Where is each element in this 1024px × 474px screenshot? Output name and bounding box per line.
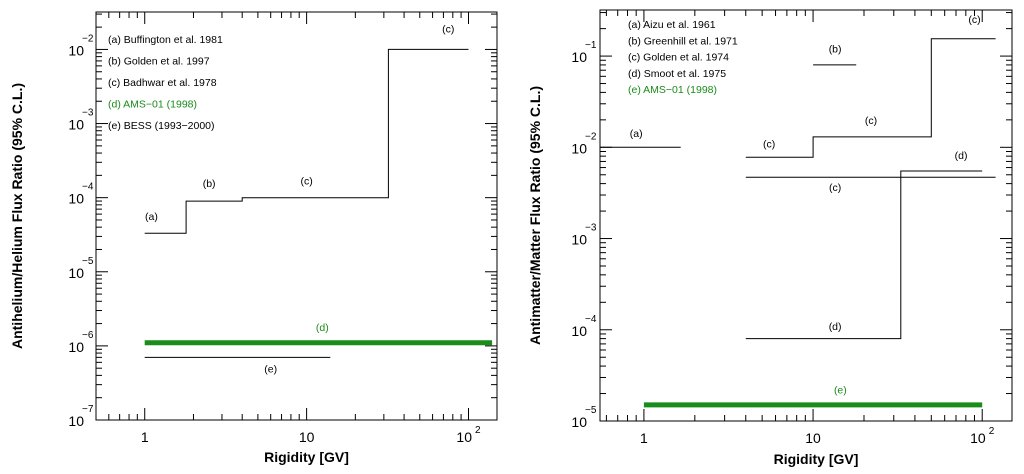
legend-entry: (a) Buffington et al. 1981	[108, 34, 223, 46]
y-tick-exponent: −1	[585, 40, 597, 51]
series-annotation: (c)	[442, 23, 454, 35]
series-annotation: (c)	[829, 182, 841, 194]
plot-frame	[95, 11, 498, 421]
legend-entry: (d) AMS−01 (1998)	[108, 99, 197, 111]
legend-entry: (d) Smoot et al. 1975	[628, 68, 726, 80]
y-tick-exponent: −6	[82, 330, 94, 341]
x-axis-title: Rigidity [GV]	[264, 449, 349, 465]
series-annotation: (b)	[829, 43, 842, 55]
series-line-c	[745, 38, 996, 158]
series-annotation: (e)	[264, 363, 277, 375]
legend-entry: (c) Badhwar et al. 1978	[108, 77, 217, 89]
series-annotation: (c)	[300, 176, 312, 188]
series-annotation: (d)	[316, 322, 329, 334]
x-tick-label: 10 2	[456, 425, 481, 445]
series-annotation: (e)	[834, 385, 847, 397]
x-tick-label: 1	[640, 430, 648, 446]
series-annotation: (c)	[865, 115, 877, 127]
y-tick-label: 10	[571, 49, 587, 65]
y-axis-title: Antimatter/Matter Flux Ratio (95% C.L.)	[527, 86, 543, 345]
y-tick-label: 10	[68, 42, 84, 58]
legend-entry: (b) Greenhill et al. 1971	[628, 35, 738, 47]
y-tick-exponent: −4	[82, 182, 94, 193]
legend-entry: (e) AMS−01 (1998)	[628, 84, 717, 96]
y-tick-label: 10	[68, 117, 84, 133]
series-annotation: (b)	[203, 178, 216, 190]
y-tick-label: 10	[68, 265, 84, 281]
plot-frame	[599, 9, 1013, 422]
y-tick-exponent: −2	[585, 131, 597, 142]
y-tick-label: 10	[571, 140, 587, 156]
y-tick-exponent: −2	[82, 33, 94, 44]
x-axis-title: Rigidity [GV]	[774, 451, 859, 467]
y-axis-title: Antihelium/Helium Flux Ratio (95% C.L.)	[9, 83, 25, 349]
x-tick-label: 10	[299, 429, 315, 445]
legend-entry: (e) BESS (1993−2000)	[108, 120, 215, 132]
series-annotation: (c)	[968, 14, 980, 26]
legend-entry: (c) Golden et al. 1974	[628, 52, 729, 64]
x-tick-label: 1	[141, 429, 149, 445]
y-tick-exponent: −5	[82, 256, 94, 267]
series-annotation: (d)	[829, 321, 842, 333]
series-annotation: (c)	[763, 138, 775, 150]
legend-entry: (a) Aizu et al. 1961	[628, 19, 716, 31]
series-line-d	[745, 170, 983, 340]
y-tick-label: 10	[571, 232, 587, 248]
y-tick-label: 10	[68, 191, 84, 207]
y-tick-exponent: −3	[82, 108, 94, 119]
y-tick-exponent: −5	[585, 405, 597, 416]
y-tick-label: 10	[68, 339, 84, 355]
series-annotation: (d)	[955, 150, 968, 162]
y-tick-exponent: −4	[585, 314, 597, 325]
series-line-a	[144, 48, 469, 234]
series-annotation: (a)	[145, 211, 158, 223]
x-tick-label: 10	[805, 430, 821, 446]
y-tick-label: 10	[571, 414, 587, 430]
series-annotation: (a)	[630, 128, 643, 140]
y-tick-exponent: −3	[585, 223, 597, 234]
y-tick-label: 10	[571, 323, 587, 339]
legend-entry: (b) Golden et al. 1997	[108, 56, 210, 68]
y-tick-label: 10	[68, 413, 84, 429]
y-tick-exponent: −7	[82, 404, 94, 415]
x-tick-label: 10 2	[970, 426, 995, 446]
